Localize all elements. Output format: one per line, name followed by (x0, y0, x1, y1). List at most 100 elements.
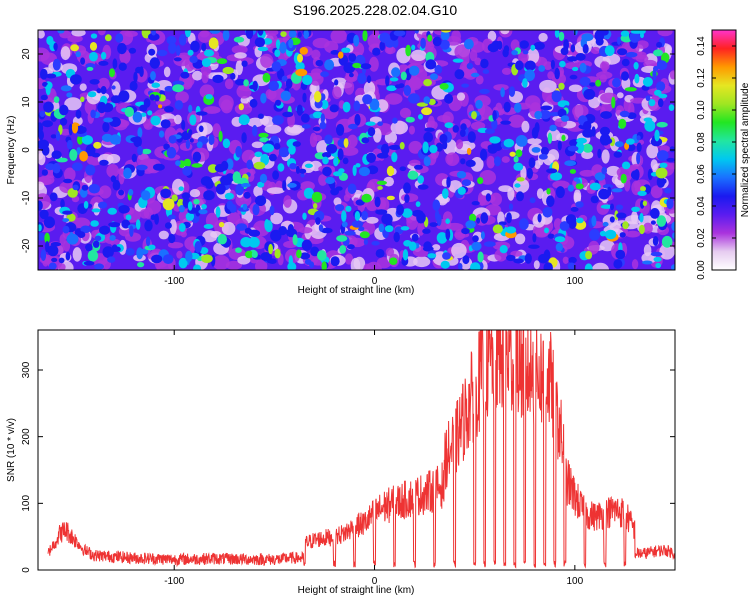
heatmap-cell (292, 234, 298, 246)
heatmap-cell (124, 106, 134, 117)
colorbar-gradient-rect (711, 29, 737, 271)
heatmap-cell (409, 65, 420, 76)
heatmap-cell (492, 110, 497, 121)
heatmap-cell (309, 132, 318, 148)
heatmap-cell (38, 152, 46, 166)
heatmap-cell (590, 195, 599, 204)
heatmap-cell (185, 139, 191, 149)
heatmap-cell (599, 230, 607, 237)
heatmap-cell (214, 164, 226, 173)
heatmap-cell (231, 45, 248, 55)
heatmap-cell (172, 84, 185, 93)
heatmap-cell (562, 256, 569, 264)
heatmap-cell (494, 156, 501, 167)
heatmap-cell (353, 100, 361, 112)
heatmap-cell (268, 153, 277, 162)
heatmap-cell (197, 30, 212, 43)
heatmap-cell (642, 200, 648, 206)
heatmap-cell (533, 260, 540, 270)
heatmap-cell (363, 81, 376, 97)
heatmap-cell (196, 141, 203, 149)
colorbar-tick-label: 0.14 (696, 36, 707, 56)
heatmap-cell (198, 209, 208, 215)
heatmap-cell (594, 172, 606, 181)
heatmap-cell (436, 232, 448, 244)
heatmap-cell (277, 163, 285, 172)
heatmap-cell (508, 86, 516, 97)
heatmap-cell (579, 169, 595, 177)
heatmap-cell (524, 253, 532, 264)
heatmap-cell (313, 203, 318, 209)
heatmap-cell (83, 201, 89, 209)
heatmap-cell (549, 124, 557, 132)
heatmap-cell (444, 93, 454, 104)
heatmap-cell (220, 175, 232, 186)
heatmap-cell (178, 205, 185, 213)
heatmap-cell (374, 196, 381, 208)
heatmap-cell (192, 151, 202, 163)
heatmap-cell (442, 188, 449, 199)
heatmap-cell (81, 135, 93, 145)
heatmap-cell (482, 69, 490, 74)
heatmap-x-ticks: -100 0 100 (164, 30, 584, 287)
heatmap-cell (613, 151, 622, 158)
heatmap-cell (302, 74, 313, 86)
heatmap-cell (655, 167, 668, 179)
heatmap-cell (407, 170, 419, 180)
heatmap-cell (272, 115, 284, 125)
y-tick-label: 0 (21, 147, 32, 153)
heatmap-cell (87, 249, 99, 262)
heatmap-cell (287, 182, 297, 188)
heatmap-cell (52, 162, 61, 174)
heatmap-cell (589, 229, 601, 241)
heatmap-cell (67, 34, 83, 43)
heatmap-cell (43, 101, 54, 113)
heatmap-cell (125, 232, 141, 242)
heatmap-cell (650, 159, 658, 171)
heatmap-cell (310, 246, 320, 257)
heatmap-cell (344, 253, 354, 265)
heatmap-cell (621, 71, 629, 81)
heatmap-cell (60, 199, 65, 209)
heatmap-cell (287, 262, 297, 270)
heatmap-cell (538, 32, 548, 42)
heatmap-cell (85, 63, 96, 69)
heatmap-cell (474, 57, 482, 66)
heatmap-cell (643, 244, 652, 257)
heatmap-cell (320, 227, 333, 234)
heatmap-cell (77, 135, 84, 145)
heatmap-cell (385, 75, 390, 87)
heatmap-cell (222, 66, 234, 75)
heatmap-cell (83, 260, 95, 266)
heatmap-cell (558, 31, 565, 41)
heatmap-cell (669, 146, 675, 153)
heatmap-cell (405, 116, 415, 123)
heatmap-cell (607, 186, 612, 196)
heatmap-cell (620, 173, 627, 184)
heatmap-cell (657, 30, 673, 37)
heatmap-cell (111, 85, 116, 90)
heatmap-cell (48, 262, 57, 270)
heatmap-cell (625, 230, 641, 238)
heatmap-cell (67, 188, 78, 198)
heatmap-cell (671, 264, 675, 270)
heatmap-cell (384, 225, 394, 233)
heatmap-cell (366, 75, 372, 84)
heatmap-cell (107, 207, 117, 215)
heatmap-cell (428, 98, 436, 106)
heatmap-cell (550, 59, 556, 70)
heatmap-cell (324, 59, 335, 71)
heatmap-cell (348, 123, 358, 130)
heatmap-cell (270, 212, 283, 225)
heatmap-cell (435, 209, 440, 221)
heatmap-cell (205, 179, 214, 189)
heatmap-cell (582, 143, 593, 153)
colorbar-tick-label: 0.04 (696, 196, 707, 216)
heatmap-cell (516, 177, 525, 182)
colorbar-tick-label: 0.12 (696, 68, 707, 88)
heatmap-cell (417, 184, 429, 190)
heatmap-cell (143, 98, 151, 108)
heatmap-cell (312, 126, 321, 132)
heatmap-cell (144, 219, 153, 232)
heatmap-cell (345, 205, 352, 212)
